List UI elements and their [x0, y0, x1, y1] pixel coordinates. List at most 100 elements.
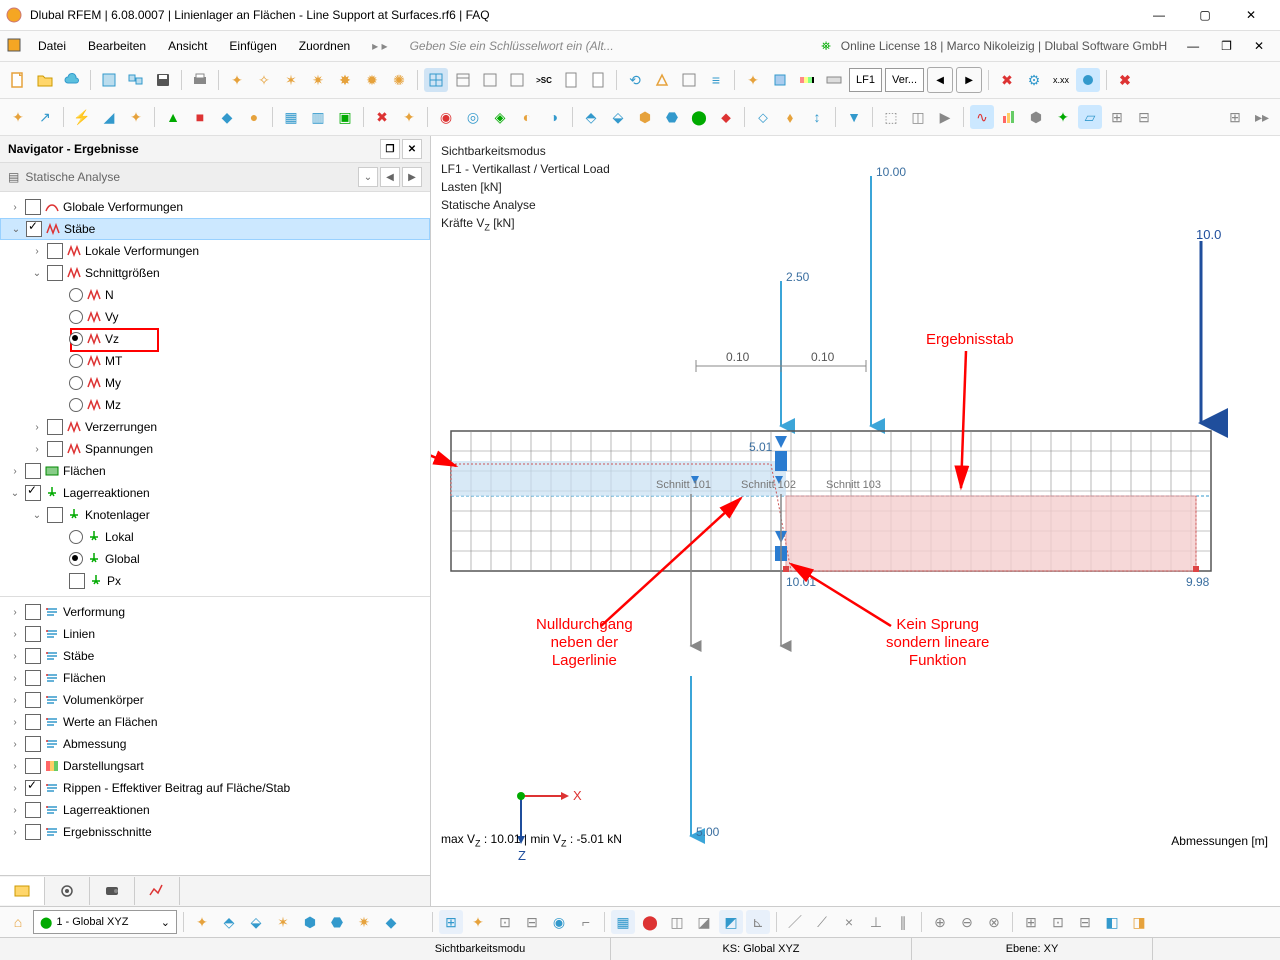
tb-x3[interactable]: x.xx [1049, 68, 1073, 92]
tb-table7[interactable] [586, 68, 610, 92]
fb-coord-select[interactable]: ⬤1 - Global XYZ⌄ [33, 910, 177, 934]
tree-item[interactable]: ›Ergebnisschnitte [0, 821, 430, 843]
tb2-12[interactable]: ▣ [333, 105, 357, 129]
tb-star1[interactable]: ✦ [225, 68, 249, 92]
model-viewport[interactable]: Sichtbarkeitsmodus LF1 - Vertikallast / … [431, 136, 1280, 906]
tree-item[interactable]: ›Linien [0, 623, 430, 645]
tb-table5[interactable]: >SC [532, 68, 556, 92]
tree-item[interactable]: ⌄Lagerreaktionen [0, 482, 430, 504]
fb-15[interactable]: ⌐ [574, 910, 598, 934]
fb-home[interactable]: ⌂ [6, 910, 30, 934]
fb-32[interactable]: ⊟ [1073, 910, 1097, 934]
fb-25[interactable]: ⊥ [864, 910, 888, 934]
expand-icon[interactable]: ⌄ [8, 488, 22, 499]
tb-table4[interactable] [505, 68, 529, 92]
tree-item[interactable]: Mz [0, 394, 430, 416]
tb2-18[interactable]: ◐ [515, 105, 539, 129]
nav-tab-3[interactable] [90, 877, 135, 905]
tb-res2[interactable] [768, 68, 792, 92]
fb-10[interactable]: ⊞ [439, 910, 463, 934]
fb-12[interactable]: ⊡ [493, 910, 517, 934]
nav-undock-icon[interactable]: ❐ [380, 139, 400, 159]
tb2-21[interactable]: ⬙ [606, 105, 630, 129]
tb2-01[interactable]: ✦ [6, 105, 30, 129]
tb2-more[interactable]: ▸▸ [1250, 105, 1274, 129]
tree-item[interactable]: ›Abmessung [0, 733, 430, 755]
tb2-29[interactable]: ▼ [842, 105, 866, 129]
fb-29[interactable]: ⊗ [982, 910, 1006, 934]
tb2-35[interactable]: ⬢ [1024, 105, 1048, 129]
tb-star4[interactable]: ✷ [306, 68, 330, 92]
expand-icon[interactable]: › [30, 444, 44, 455]
fb-34[interactable]: ◨ [1127, 910, 1151, 934]
tb2-20[interactable]: ⬘ [579, 105, 603, 129]
fb-01[interactable]: ✦ [190, 910, 214, 934]
menu-einfuegen[interactable]: Einfügen [219, 36, 286, 56]
fb-22[interactable]: ／ [783, 910, 807, 934]
fb-07[interactable]: ✷ [352, 910, 376, 934]
checkbox[interactable] [25, 714, 41, 730]
tb-x1[interactable]: ✖ [995, 68, 1019, 92]
radio[interactable] [69, 398, 83, 412]
tb2-22[interactable]: ⬢ [633, 105, 657, 129]
tb-x2[interactable]: ⚙ [1022, 68, 1046, 92]
radio[interactable] [69, 354, 83, 368]
tb2-37[interactable]: ▱ [1078, 105, 1102, 129]
radio[interactable] [69, 288, 83, 302]
tb-res1[interactable]: ✦ [741, 68, 765, 92]
menu-zuordnen[interactable]: Zuordnen [289, 36, 360, 56]
tb-star5[interactable]: ✸ [333, 68, 357, 92]
tb-blocks[interactable] [124, 68, 148, 92]
tb-table1[interactable] [424, 68, 448, 92]
navigator-subheader[interactable]: ▤ Statische Analyse ⌄ ◀ ▶ [0, 163, 430, 192]
fb-30[interactable]: ⊞ [1019, 910, 1043, 934]
fb-16[interactable]: ▦ [611, 910, 635, 934]
tb2-24[interactable]: ⬤ [687, 105, 711, 129]
expand-icon[interactable]: › [8, 695, 22, 706]
menu-bearbeiten[interactable]: Bearbeiten [78, 36, 156, 56]
tb-next[interactable]: ▶ [956, 67, 982, 93]
tb-star7[interactable]: ✺ [387, 68, 411, 92]
tb2-02[interactable]: ↗ [33, 105, 57, 129]
tb2-17[interactable]: ◈ [488, 105, 512, 129]
tb2-03[interactable]: ⚡ [70, 105, 94, 129]
tb2-26[interactable]: ⬦ [751, 105, 775, 129]
tb2-19[interactable]: ◑ [542, 105, 566, 129]
fb-02[interactable]: ⬘ [217, 910, 241, 934]
checkbox[interactable] [25, 199, 41, 215]
checkbox[interactable] [47, 507, 63, 523]
expand-icon[interactable]: › [8, 739, 22, 750]
tree-item[interactable]: ›Globale Verformungen [0, 196, 430, 218]
expand-icon[interactable]: › [30, 246, 44, 257]
tb-calc2[interactable] [650, 68, 674, 92]
checkbox[interactable] [69, 573, 85, 589]
tree-item[interactable]: ›Volumenkörper [0, 689, 430, 711]
tree-item[interactable]: ›Spannungen [0, 438, 430, 460]
tb-calc4[interactable]: ≡ [704, 68, 728, 92]
tb-calc1[interactable]: ⟲ [623, 68, 647, 92]
tb2-05[interactable]: ✦ [124, 105, 148, 129]
tb-x4[interactable] [1076, 68, 1100, 92]
tb2-16[interactable]: ◎ [461, 105, 485, 129]
tree-item[interactable]: My [0, 372, 430, 394]
fb-24[interactable]: × [837, 910, 861, 934]
fb-11[interactable]: ✦ [466, 910, 490, 934]
fb-08[interactable]: ◆ [379, 910, 403, 934]
checkbox[interactable] [25, 626, 41, 642]
fb-03[interactable]: ⬙ [244, 910, 268, 934]
expand-icon[interactable]: › [8, 761, 22, 772]
fb-04[interactable]: ✶ [271, 910, 295, 934]
fb-05[interactable]: ⬢ [298, 910, 322, 934]
tree-item[interactable]: ›Verformung [0, 601, 430, 623]
radio[interactable] [69, 376, 83, 390]
expand-icon[interactable]: › [8, 805, 22, 816]
fb-23[interactable]: ⟋ [810, 910, 834, 934]
fb-14[interactable]: ◉ [547, 910, 571, 934]
tb-print[interactable] [188, 68, 212, 92]
expand-icon[interactable]: › [30, 422, 44, 433]
tb-block[interactable] [97, 68, 121, 92]
tb-table3[interactable] [478, 68, 502, 92]
tb-stop[interactable]: ✖ [1113, 68, 1137, 92]
close-button[interactable]: ✕ [1228, 0, 1274, 30]
maximize-button[interactable]: ▢ [1182, 0, 1228, 30]
